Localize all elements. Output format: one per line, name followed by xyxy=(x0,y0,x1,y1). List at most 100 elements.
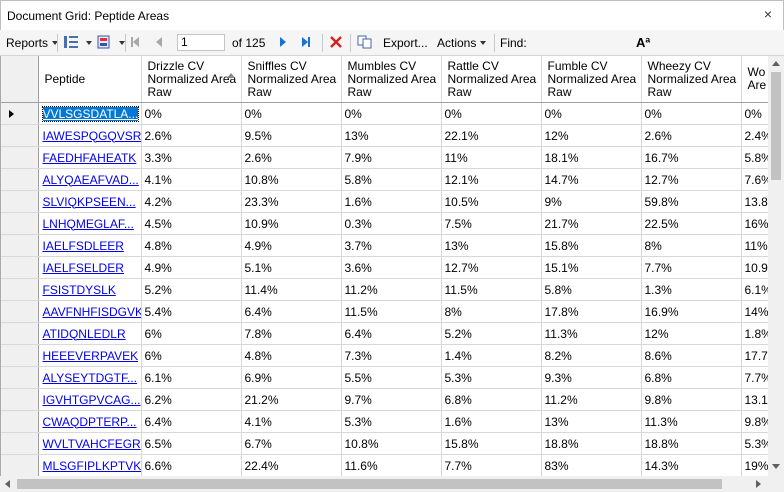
peptide-link[interactable]: HEEEVERPAVEK xyxy=(42,348,139,363)
value-cell[interactable]: 14.3% xyxy=(641,454,742,476)
value-cell[interactable]: 9% xyxy=(541,190,642,213)
table-row[interactable]: IGVHTGPVCAG... 6.2% 21.2% 9.7% 6.8% 11.2% 9.8%… xyxy=(1,388,768,411)
view-options-button[interactable] xyxy=(96,30,125,56)
column-chooser-button[interactable] xyxy=(63,30,92,56)
peptide-link[interactable]: VVLSGSDATLA... xyxy=(41,105,140,122)
peptide-link[interactable]: IAWESPQGQVSR xyxy=(42,128,141,143)
peptide-link[interactable]: WVLTVAHCFEGR xyxy=(42,436,141,451)
value-cell[interactable]: 0% xyxy=(141,102,242,125)
copy-button[interactable] xyxy=(357,30,373,56)
value-cell[interactable]: 17.7 xyxy=(741,344,768,367)
value-cell[interactable]: 6.7% xyxy=(241,432,342,455)
value-cell[interactable]: 11.3% xyxy=(641,410,742,433)
close-icon[interactable]: × xyxy=(763,6,773,22)
value-cell[interactable]: 18.8% xyxy=(641,432,742,455)
row-header[interactable] xyxy=(1,212,39,235)
table-row[interactable]: ATIDQNLEDLR 6%7.8%6.4%5.2%11.3%12%1.8% xyxy=(1,322,768,345)
value-cell[interactable]: 7.6% xyxy=(741,168,768,191)
peptide-link[interactable]: IAELFSDLEER xyxy=(42,238,124,253)
value-cell[interactable]: 6% xyxy=(141,344,242,367)
value-cell[interactable]: 9.7% xyxy=(341,388,442,411)
value-cell[interactable]: 5.2% xyxy=(441,322,542,345)
value-cell[interactable]: 17.8% xyxy=(541,300,642,323)
value-cell[interactable]: 11% xyxy=(741,234,768,257)
table-row[interactable]: CWAQDPTERP... 6.4% 4.1% 5.3% 1.6% 13% 11.3% 9.8… xyxy=(1,410,768,433)
value-cell[interactable]: 5.8% xyxy=(741,146,768,169)
value-cell[interactable]: 1.6% xyxy=(341,190,442,213)
value-cell[interactable]: 13.1 xyxy=(741,388,768,411)
value-cell[interactable]: 15.8% xyxy=(441,432,542,455)
value-cell[interactable]: 6.8% xyxy=(641,366,742,389)
value-cell[interactable]: 22.1% xyxy=(441,124,542,147)
value-cell[interactable]: 4.8% xyxy=(141,234,242,257)
peptide-link[interactable]: ATIDQNLEDLR xyxy=(42,326,126,341)
value-cell[interactable]: 6.4% xyxy=(141,410,242,433)
value-cell[interactable]: 5.8% xyxy=(341,168,442,191)
value-cell[interactable]: 12.1% xyxy=(441,168,542,191)
value-cell[interactable]: 14.7% xyxy=(541,168,642,191)
font-size-icon[interactable]: Aª xyxy=(636,35,651,50)
value-cell[interactable]: 5.8% xyxy=(541,278,642,301)
peptide-link[interactable]: AAVFNHFISDGVK xyxy=(42,304,141,319)
value-cell[interactable]: 13% xyxy=(441,234,542,257)
value-cell[interactable]: 9.8% xyxy=(641,388,742,411)
table-row[interactable]: ALYSEYTDGTF... 6.1% 6.9% 5.5% 5.3% 9.3% 6.8% 7.… xyxy=(1,366,768,389)
column-header-sniffles[interactable]: Sniffles CV Normalized Area Raw xyxy=(241,56,342,103)
value-cell[interactable]: 8% xyxy=(441,300,542,323)
table-row[interactable]: IAELFSELDER 4.9% 5.1% 3.6% 12.7% 15.1% 7.7% 10.… xyxy=(1,256,768,279)
delete-button[interactable] xyxy=(329,30,343,56)
column-header-wo[interactable]: Wo Nor Are xyxy=(741,56,768,103)
scroll-right-icon[interactable] xyxy=(756,480,761,488)
row-header[interactable] xyxy=(1,102,39,125)
row-header-corner[interactable] xyxy=(1,56,39,103)
value-cell[interactable]: 8.2% xyxy=(541,344,642,367)
horizontal-scrollbar[interactable] xyxy=(0,476,768,492)
value-cell[interactable]: 9.3% xyxy=(541,366,642,389)
row-header[interactable] xyxy=(1,234,39,257)
value-cell[interactable]: 3.6% xyxy=(341,256,442,279)
vertical-scroll-thumb[interactable] xyxy=(771,72,781,180)
value-cell[interactable]: 5.1% xyxy=(241,256,342,279)
value-cell[interactable]: 11% xyxy=(441,146,542,169)
value-cell[interactable]: 4.5% xyxy=(141,212,242,235)
value-cell[interactable]: 5.3% xyxy=(741,432,768,455)
last-page-button[interactable] xyxy=(302,30,310,56)
value-cell[interactable]: 83% xyxy=(541,454,642,476)
value-cell[interactable]: 0% xyxy=(741,102,768,125)
actions-menu[interactable]: Actions xyxy=(437,30,486,56)
value-cell[interactable]: 7.7% xyxy=(441,454,542,476)
value-cell[interactable]: 11.2% xyxy=(341,278,442,301)
page-number-input[interactable]: 1 xyxy=(177,34,225,51)
value-cell[interactable]: 12% xyxy=(541,124,642,147)
row-header[interactable] xyxy=(1,322,39,345)
value-cell[interactable]: 6.8% xyxy=(441,388,542,411)
value-cell[interactable]: 23.3% xyxy=(241,190,342,213)
value-cell[interactable]: 11.3% xyxy=(541,322,642,345)
value-cell[interactable]: 6.4% xyxy=(241,300,342,323)
value-cell[interactable]: 7.9% xyxy=(341,146,442,169)
value-cell[interactable]: 2.6% xyxy=(241,146,342,169)
peptide-link[interactable]: SLVIQKPSEEN... xyxy=(42,194,136,209)
value-cell[interactable]: 10.9% xyxy=(241,212,342,235)
table-row[interactable]: LNHQMEGLAF... 4.5% 10.9% 0.3% 7.5% 21.7% 22.5%… xyxy=(1,212,768,235)
value-cell[interactable]: 6.2% xyxy=(141,388,242,411)
value-cell[interactable]: 6.5% xyxy=(141,432,242,455)
row-header[interactable] xyxy=(1,410,39,433)
table-row[interactable]: VVLSGSDATLA... 0% 0% 0% 0% 0% 0% 0% xyxy=(1,102,768,125)
vertical-scrollbar[interactable] xyxy=(768,56,784,476)
value-cell[interactable]: 6% xyxy=(141,322,242,345)
value-cell[interactable]: 7.8% xyxy=(241,322,342,345)
peptide-link[interactable]: IAELFSELDER xyxy=(42,260,124,275)
value-cell[interactable]: 9.5% xyxy=(241,124,342,147)
peptide-link[interactable]: IGVHTGPVCAG... xyxy=(42,392,141,407)
row-header[interactable] xyxy=(1,190,39,213)
peptide-link[interactable]: CWAQDPTERP... xyxy=(42,414,137,429)
value-cell[interactable]: 14% xyxy=(741,300,768,323)
value-cell[interactable]: 6.1% xyxy=(741,278,768,301)
column-header-wheezy[interactable]: Wheezy CV Normalized Area Raw xyxy=(641,56,742,103)
value-cell[interactable]: 5.5% xyxy=(341,366,442,389)
value-cell[interactable]: 11.6% xyxy=(341,454,442,476)
row-header[interactable] xyxy=(1,124,39,147)
value-cell[interactable]: 7.5% xyxy=(441,212,542,235)
